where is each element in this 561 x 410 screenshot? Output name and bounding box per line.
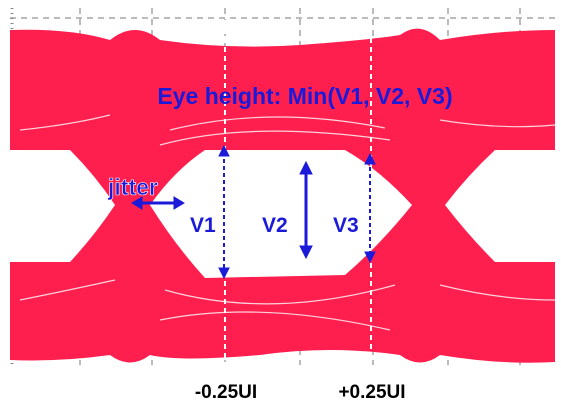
eye-height-label: Eye height: Min(V1, V2, V3) — [157, 83, 452, 109]
v3-label: V3 — [333, 214, 359, 237]
jitter-label: jitter — [107, 174, 158, 200]
eye-traces — [10, 29, 555, 363]
eye-diagram: Eye height: Min(V1, V2, V3) jitter V1 V2… — [0, 0, 561, 410]
v1-label: V1 — [190, 214, 216, 237]
x-label-left: -0.25UI — [195, 382, 257, 403]
x-label-right: +0.25UI — [338, 382, 405, 403]
v2-label: V2 — [262, 214, 288, 237]
